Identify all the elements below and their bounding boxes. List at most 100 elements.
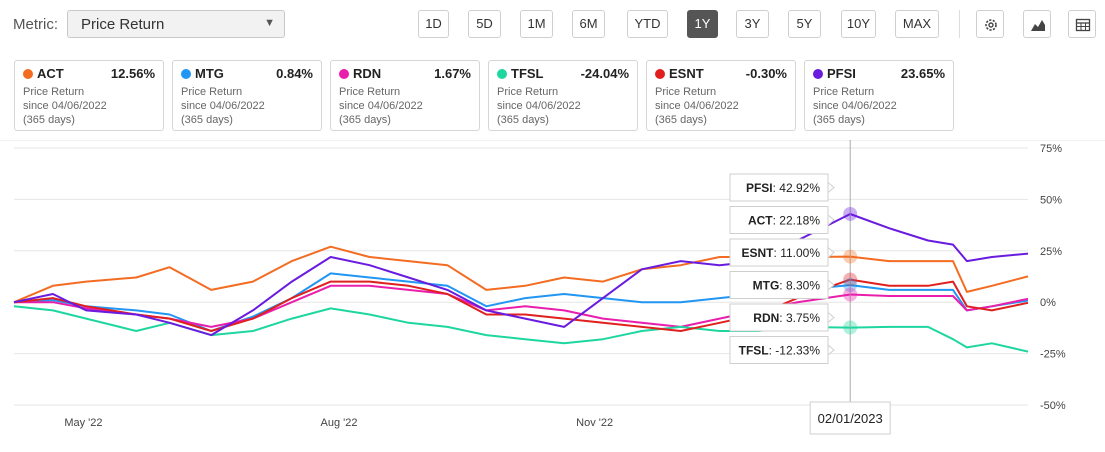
- tooltip-pointer: [827, 181, 835, 194]
- tooltip-separator: :: [773, 214, 780, 228]
- tooltip-separator: :: [773, 181, 780, 195]
- tooltip-series-value: 11.00%: [780, 246, 820, 260]
- hover-marker-mtg: [843, 278, 858, 293]
- tooltip-text: ACT: 22.18%: [748, 214, 820, 228]
- tooltip-esnt: ESNT: 11.00%: [729, 238, 835, 267]
- price-return-chart[interactable]: 75% 50% 25% 0% -25% -50% May '22 Aug '22 Nov '22…: [0, 140, 1105, 452]
- range-button-1y[interactable]: 1Y: [687, 10, 718, 38]
- card-value: 1.67%: [434, 66, 471, 81]
- tooltip-series-name: RDN: [753, 311, 779, 325]
- metric-label: Metric:: [13, 16, 58, 33]
- tooltip-series-value: 42.92%: [779, 181, 820, 195]
- range-button-3y[interactable]: 3Y: [736, 10, 769, 38]
- tooltip-series-value: 22.18%: [779, 214, 820, 228]
- card-days: (365 days): [23, 114, 75, 126]
- card-ticker: TFSL: [511, 66, 544, 81]
- card-value: -0.30%: [745, 66, 787, 81]
- gear-icon: [985, 19, 997, 31]
- x-tick-label: Nov '22: [576, 417, 613, 429]
- y-tick-label: -25%: [1040, 349, 1066, 361]
- card-ticker: ACT: [37, 66, 64, 81]
- tooltip-pointer: [827, 311, 835, 324]
- tooltip-series-value: 8.30%: [786, 279, 820, 293]
- tooltip-text: RDN: 3.75%: [753, 311, 820, 325]
- tooltip-separator: :: [779, 311, 786, 325]
- card-ticker: RDN: [353, 66, 382, 81]
- card-metric: Price Return: [497, 86, 559, 98]
- date-badge-box: [809, 401, 891, 435]
- tooltip-box: [729, 303, 829, 332]
- hover-marker-esnt: [843, 272, 858, 287]
- series-color-dot: [181, 69, 191, 79]
- y-tick-label: 50%: [1040, 194, 1062, 206]
- ticker-card-pfsi[interactable]: PFSI 23.65% Price Return since 04/06/2022 (3…: [804, 60, 954, 131]
- tooltip-tfsl: TFSL: -12.33%: [729, 336, 835, 364]
- card-metric: Price Return: [339, 86, 401, 98]
- tooltip-rdn: RDN: 3.75%: [729, 303, 835, 332]
- metric-dropdown[interactable]: Price Return ▼: [67, 10, 285, 38]
- card-days: (365 days): [339, 114, 391, 126]
- y-tick-label: 25%: [1040, 246, 1062, 258]
- tooltip-pfsi: PFSI: 42.92%: [729, 173, 835, 202]
- tooltip-series-name: PFSI: [746, 181, 773, 195]
- date-badge-label: 02/01/2023: [818, 411, 883, 426]
- card-since: since 04/06/2022: [813, 100, 897, 112]
- card-days: (365 days): [497, 114, 549, 126]
- tooltip-text: ESNT: 11.00%: [742, 246, 821, 260]
- tooltip-act: ACT: 22.18%: [729, 206, 835, 234]
- tooltip-series-value: 3.75%: [786, 311, 820, 325]
- range-button-6m[interactable]: 6M: [572, 10, 605, 38]
- tooltip-series-value: -12.33%: [775, 344, 820, 358]
- tooltip-series-name: ACT: [748, 214, 773, 228]
- series-line-pfsi: [13, 213, 1029, 337]
- tooltip-separator: :: [769, 344, 776, 358]
- range-button-max[interactable]: MAX: [895, 10, 939, 38]
- ticker-card-mtg[interactable]: MTG 0.84% Price Return since 04/06/2022 (365…: [172, 60, 322, 131]
- ticker-card-rdn[interactable]: RDN 1.67% Price Return since 04/06/2022 (365…: [330, 60, 480, 131]
- tooltip-separator: :: [774, 246, 781, 260]
- toolbar-divider: [959, 10, 960, 38]
- crosshair-date-badge: 02/01/2023: [809, 401, 891, 435]
- chevron-down-icon: ▼: [264, 17, 275, 29]
- table-view-button[interactable]: [1068, 10, 1096, 38]
- tooltip-box: [729, 206, 829, 234]
- range-button-1m[interactable]: 1M: [520, 10, 553, 38]
- card-since: since 04/06/2022: [497, 100, 581, 112]
- range-button-5d[interactable]: 5D: [468, 10, 501, 38]
- card-ticker: PFSI: [827, 66, 856, 81]
- settings-button[interactable]: [976, 10, 1004, 38]
- ticker-card-act[interactable]: ACT 12.56% Price Return since 04/06/2022 (36…: [14, 60, 164, 131]
- tooltip-series-name: MTG: [753, 279, 780, 293]
- range-button-ytd[interactable]: YTD: [627, 10, 668, 38]
- tooltip-pointer: [827, 213, 835, 227]
- card-days: (365 days): [813, 114, 865, 126]
- toolbar: Metric: Price Return ▼ 1D 5D 1M 6M YTD 1Y 3Y 5Y…: [0, 0, 1105, 50]
- card-days: (365 days): [655, 114, 707, 126]
- card-since: since 04/06/2022: [181, 100, 265, 112]
- tooltip-pointer: [827, 278, 835, 292]
- ticker-card-tfsl[interactable]: TFSL -24.04% Price Return since 04/06/2022 (…: [488, 60, 638, 131]
- series-line-act: [13, 245, 1029, 304]
- table-icon: [1075, 18, 1091, 32]
- y-tick-label: 0%: [1040, 297, 1056, 309]
- range-button-10y[interactable]: 10Y: [841, 10, 876, 38]
- tooltip-series-name: TFSL: [739, 344, 769, 358]
- x-tick-label: Aug '22: [321, 417, 358, 429]
- card-value: 23.65%: [900, 66, 945, 81]
- card-metric: Price Return: [813, 86, 875, 98]
- tooltip-text: PFSI: 42.92%: [746, 181, 820, 195]
- tooltip-box: [729, 173, 829, 202]
- tooltip-box: [729, 336, 829, 364]
- chart-type-button[interactable]: [1023, 10, 1051, 38]
- hover-marker-pfsi: [843, 206, 858, 221]
- tooltip-mtg: MTG: 8.30%: [729, 271, 835, 299]
- tooltip-series-name: ESNT: [742, 246, 775, 260]
- tooltip-box: [729, 238, 829, 267]
- ticker-card-esnt[interactable]: ESNT -0.30% Price Return since 04/06/2022 (3…: [646, 60, 796, 131]
- y-tick-label: -50%: [1040, 400, 1066, 412]
- range-button-5y[interactable]: 5Y: [788, 10, 821, 38]
- tooltip-text: TFSL: -12.33%: [739, 344, 821, 358]
- card-since: since 04/06/2022: [23, 100, 107, 112]
- tooltip-pointer: [827, 343, 835, 357]
- range-button-1d[interactable]: 1D: [418, 10, 449, 38]
